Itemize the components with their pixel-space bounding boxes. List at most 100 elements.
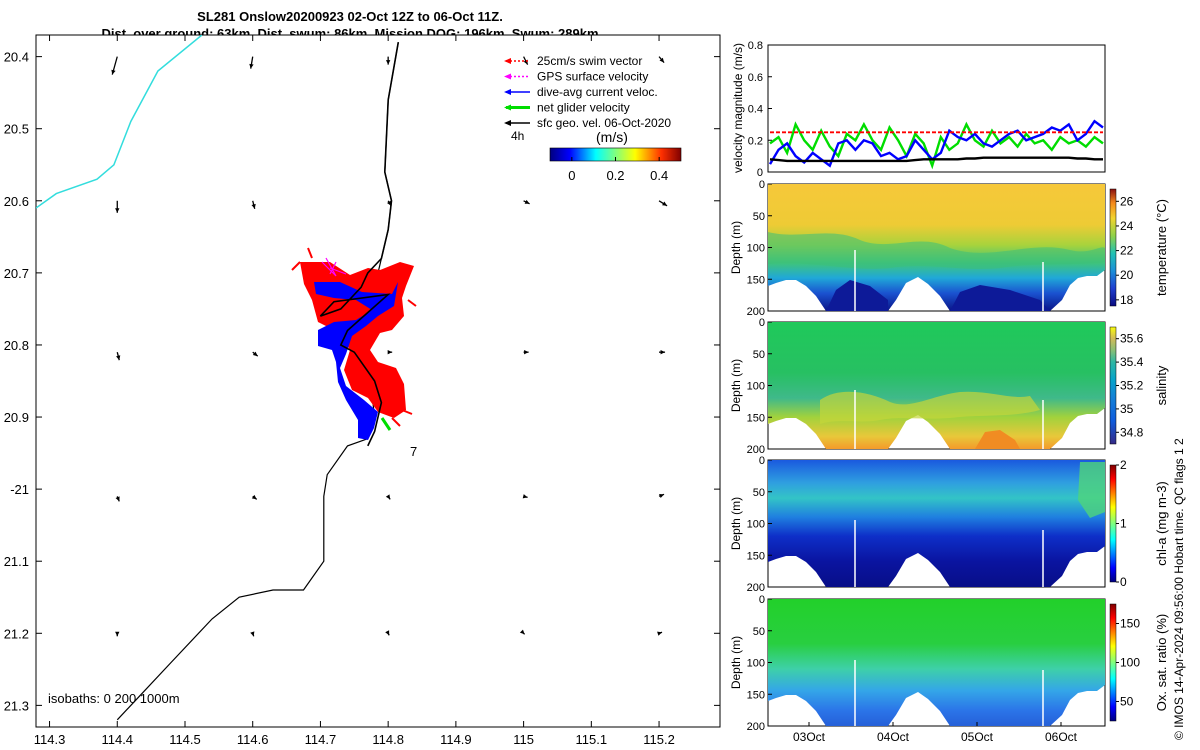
colorbar-tick-label: 35.4	[1120, 355, 1144, 369]
velocity-series-line	[768, 119, 1104, 168]
geo-velocity-arrowhead	[659, 493, 665, 499]
geo-velocity-arrowhead	[385, 494, 391, 500]
velocity-y-label: velocity magnitude (m/s)	[731, 43, 745, 173]
colorbar-tick-label: 26	[1120, 194, 1134, 208]
legend-arrowhead	[504, 104, 511, 111]
legend-arrowhead	[504, 73, 511, 80]
geo-velocity-arrowhead	[252, 351, 258, 357]
map-x-tick-label: 115.1	[576, 732, 608, 747]
map-x-tick-label: 114.3	[34, 732, 66, 747]
velocity-y-tick-label: 0.6	[748, 72, 763, 84]
map-x-tick-label: 115.2	[643, 732, 675, 747]
legend-label: dive-avg current veloc.	[537, 85, 658, 99]
colorbar-label: salinity	[1154, 365, 1169, 405]
geo-velocity-arrowhead	[115, 631, 120, 637]
colorbar-tick-label: 50	[1120, 695, 1134, 709]
velocity-panel: 0 0.2 0.4 0.6 0.8 velocity magnitude (m/s)	[731, 40, 1106, 179]
colorbar-unit-label: (m/s)	[596, 129, 628, 145]
legend-label: GPS surface velocity	[537, 70, 648, 84]
depth-axis-label: Depth (m)	[729, 636, 743, 689]
depth-tick-label: 0	[759, 179, 765, 191]
colorbar-tick-label: 35.2	[1120, 379, 1144, 393]
geo-velocity-arrowhead	[385, 60, 391, 65]
time-tick-label: 03Oct	[793, 730, 826, 744]
legend-arrowhead	[504, 89, 511, 95]
colorbar-tick-label: 34.8	[1120, 425, 1144, 439]
geo-velocity-arrowhead	[657, 631, 663, 636]
depth-tick-label: 150	[747, 274, 765, 286]
colorbar-tick-label: 20	[1120, 268, 1134, 282]
depth-axis-label: Depth (m)	[729, 221, 743, 274]
colorbar-tick-label: 18	[1120, 293, 1134, 307]
depth-tick-label: 50	[753, 626, 765, 638]
section-colorbar	[1109, 188, 1117, 307]
depth-axis-label: Depth (m)	[729, 359, 743, 412]
velocity-y-ticks: 0 0.2 0.4 0.6 0.8	[748, 40, 772, 179]
chlorophyll-field	[768, 460, 1105, 587]
map-y-tick-label: 20.5	[4, 122, 29, 137]
depth-tick-label: 200	[747, 444, 765, 456]
velocity-y-tick-label: 0.4	[748, 104, 763, 116]
geo-velocity-arrowhead	[522, 494, 528, 499]
geo-velocity-arrowhead	[251, 203, 256, 209]
map-panel: 114.3 114.4 114.5 114.6 114.7 114.8 114.9 115 11…	[4, 34, 721, 747]
depth-tick-label: 50	[753, 487, 765, 499]
geo-velocity-arrowhead	[116, 355, 121, 361]
map-x-ticks: 114.3 114.4 114.5 114.6 114.7 114.8 114.9 115 11…	[34, 35, 675, 747]
section-panels	[767, 183, 1106, 727]
map-y-tick-label: 20.8	[4, 338, 29, 353]
temperature-panel	[767, 183, 1106, 312]
salinity-salty-layer	[820, 391, 1040, 424]
map-legend: 25cm/s swim vector GPS surface velocitydi…	[504, 54, 671, 130]
map-x-tick-label: 114.6	[237, 732, 269, 747]
map-y-tick-label: 21.1	[4, 554, 29, 569]
legend-label: net glider velocity	[537, 101, 630, 115]
salinity-panel	[767, 321, 1106, 450]
isobaths-label: isobaths: 0 200 1000m	[48, 691, 180, 706]
depth-tick-label: 100	[747, 381, 765, 393]
map-y-tick-label: 21.3	[4, 698, 29, 713]
chlorophyll-high-patch	[1078, 462, 1105, 518]
colorbar-tick-label: 0.4	[650, 168, 668, 183]
depth-tick-label: 100	[747, 243, 765, 255]
map-x-tick-label: 114.5	[169, 732, 201, 747]
geo-velocity-arrowhead	[662, 201, 668, 206]
geo-velocity-arrowhead	[387, 349, 393, 355]
legend-arrowhead	[504, 120, 511, 126]
net-glider-velocity-arrow	[380, 417, 392, 431]
colorbar-tick-label: 2	[1120, 458, 1127, 472]
legend-label: sfc geo. vel. 06-Oct-2020	[537, 116, 671, 130]
depth-tick-label: 50	[753, 349, 765, 361]
geo-velocity-arrowhead	[249, 63, 254, 69]
geo-velocity-arrowhead	[385, 630, 390, 636]
oxygen-panel	[767, 598, 1106, 727]
geo-velocity-arrowhead	[251, 494, 257, 500]
coastline-line	[36, 35, 203, 209]
colorbar-tick-label: 150	[1120, 617, 1140, 631]
geo-velocity-arrowhead	[659, 57, 665, 63]
map-x-tick-label: 114.9	[440, 732, 472, 747]
depth-tick-label: 150	[747, 412, 765, 424]
colorbar-label: temperature (°C)	[1154, 199, 1169, 296]
depth-tick-label: 200	[747, 582, 765, 594]
colorbar-tick-label: 35.6	[1120, 332, 1144, 346]
gps-velocity-cluster	[321, 257, 347, 277]
velocity-series-line	[769, 156, 1103, 163]
depth-tick-label: 200	[747, 721, 765, 733]
map-y-tick-label: 20.9	[4, 410, 29, 425]
geo-velocity-arrowhead	[115, 208, 120, 213]
legend-scale-label: 4h	[511, 129, 524, 143]
geo-velocity-arrowhead	[660, 349, 666, 355]
gps-velocity-arrows	[321, 257, 347, 277]
salinity-high-bottom	[975, 430, 1020, 449]
depth-tick-label: 100	[747, 658, 765, 670]
depth-tick-label: 0	[759, 594, 765, 606]
geo-velocity-arrowhead	[250, 631, 255, 637]
map-y-tick-label: 20.6	[4, 194, 29, 209]
velocity-series-line	[769, 121, 1104, 170]
legend-arrowhead	[504, 58, 511, 64]
credit-text: © IMOS 14-Apr-2024 09:56:00 Hobart time.…	[1172, 438, 1186, 740]
velocity-y-tick-label: 0.8	[748, 40, 763, 52]
